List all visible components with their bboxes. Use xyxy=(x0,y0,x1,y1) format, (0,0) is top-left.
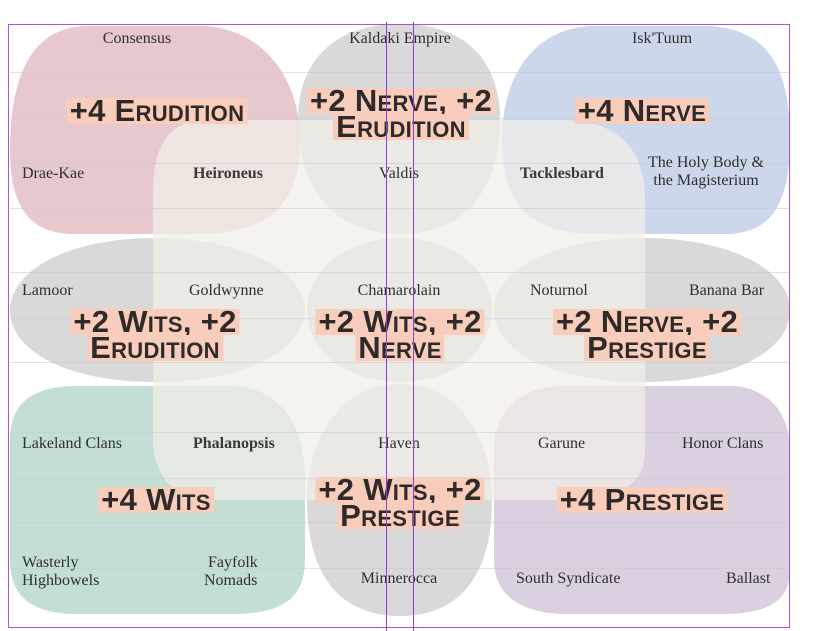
region-label: Highbowels xyxy=(22,572,100,589)
region-label: Kaldaki Empire xyxy=(349,30,451,47)
vertical-guide xyxy=(386,22,387,631)
region-label: Phalanopsis xyxy=(193,435,275,452)
region-label: Minnerocca xyxy=(360,570,438,587)
stat-bonus: +2 Nerve, +2 Erudition xyxy=(306,85,496,142)
region-label: Consensus xyxy=(102,30,172,47)
region-label: Drae-Kae xyxy=(22,165,85,182)
region-label: Chamarolain xyxy=(357,282,441,299)
region-label: Lamoor xyxy=(22,282,73,299)
region-label: Honor Clans xyxy=(682,435,764,452)
region-label: Garune xyxy=(538,435,586,452)
grid-line xyxy=(10,432,790,433)
region-label: Noturnol xyxy=(530,282,588,299)
stat-bonus: +2 Nerve, +2 Prestige xyxy=(552,306,742,363)
region-label: Heironeus xyxy=(193,165,263,182)
grid-line xyxy=(10,208,790,209)
grid-line xyxy=(10,72,790,73)
grid-line xyxy=(10,362,790,363)
region-label: Banana Bar xyxy=(689,282,765,299)
stat-bonus: +4 Wits xyxy=(98,484,214,515)
region-label: Haven xyxy=(378,435,420,452)
vertical-guide xyxy=(413,22,414,631)
grid-line xyxy=(10,272,790,273)
region-label: Wasterly xyxy=(22,554,79,571)
region-label: Fayfolk xyxy=(208,554,258,571)
stat-bonus: +4 Prestige xyxy=(556,484,728,515)
region-label: Ballast xyxy=(726,570,771,587)
stat-bonus: +4 Nerve xyxy=(574,95,710,126)
grid-line xyxy=(10,163,790,164)
region-label: Nomads xyxy=(204,572,258,589)
region-label: South Syndicate xyxy=(516,570,621,587)
region-label: Isk'Tuum xyxy=(631,30,693,47)
stat-bonus: +2 Wits, +2 Erudition xyxy=(70,306,240,363)
region-label: Valdis xyxy=(379,165,419,182)
region-label: the Magisterium xyxy=(653,172,759,189)
region-label: Lakeland Clans xyxy=(22,435,122,452)
stat-bonus: +4 Erudition xyxy=(66,95,248,126)
region-label: Goldwynne xyxy=(189,282,264,299)
stat-bonus: +2 Wits, +2 Nerve xyxy=(315,306,485,363)
region-label: Tacklesbard xyxy=(520,165,604,182)
grid-line xyxy=(10,568,790,569)
stat-bonus: +2 Wits, +2 Prestige xyxy=(315,474,485,531)
region-label: The Holy Body & xyxy=(648,154,764,171)
selection-frame xyxy=(8,24,790,628)
